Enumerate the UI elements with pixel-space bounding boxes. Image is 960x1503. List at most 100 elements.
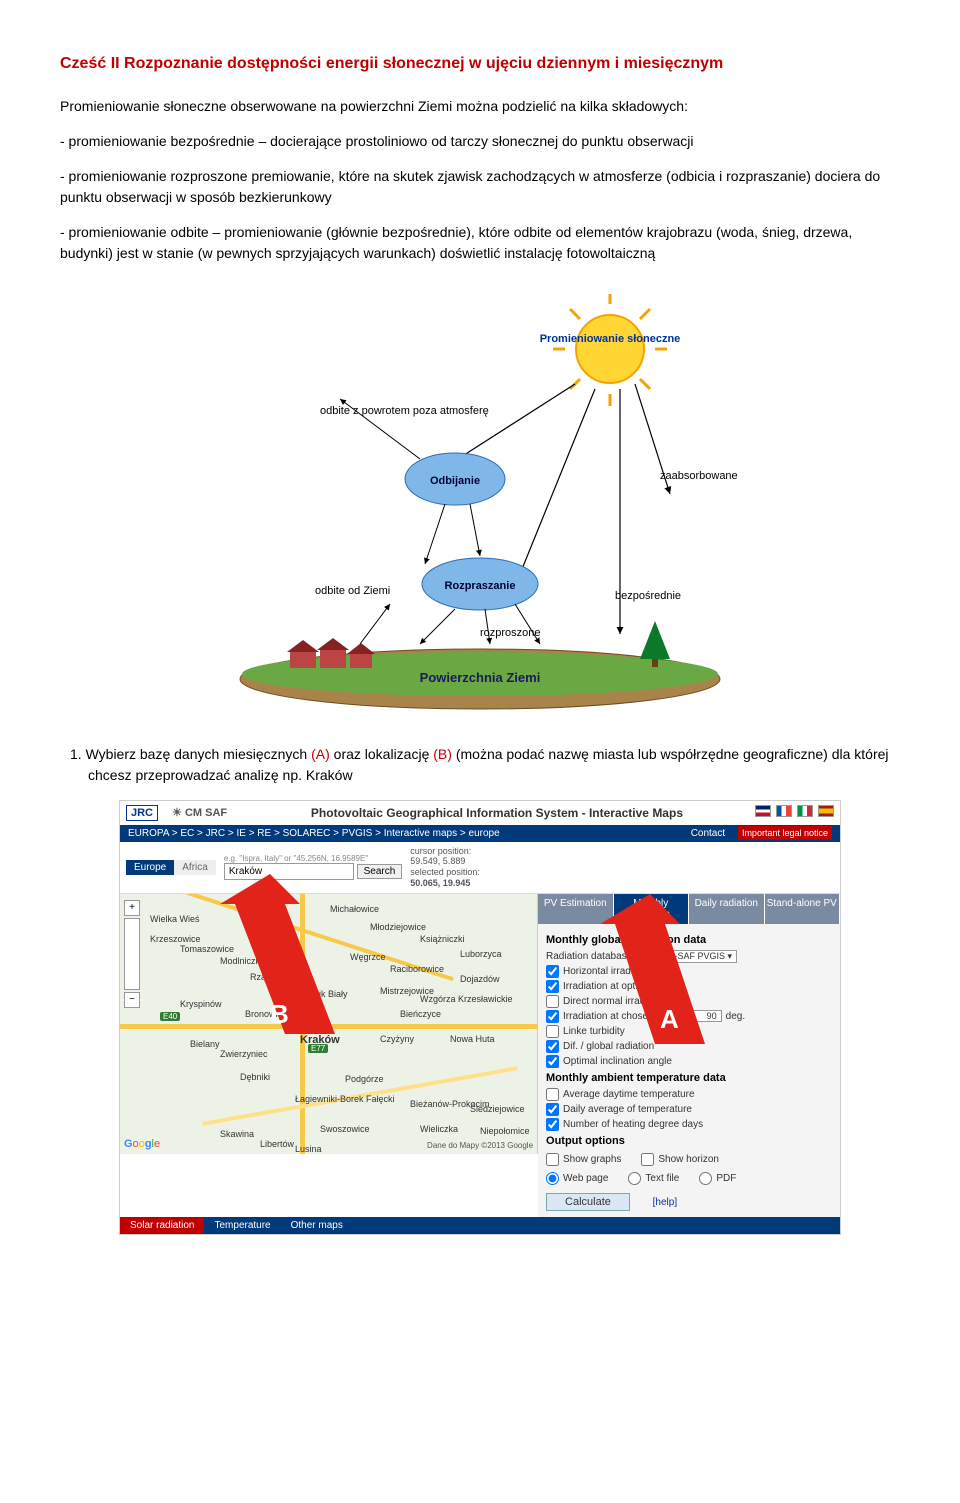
map-town: Luborzyca xyxy=(460,949,502,959)
radiation-db-label: Radiation database: xyxy=(546,951,635,962)
cloud-reflect: Odbijanie xyxy=(430,475,480,487)
section-title: Cześć II Rozpoznanie dostępności energii… xyxy=(60,53,900,75)
region-africa-tab[interactable]: Africa xyxy=(174,860,216,875)
map-town: Zwierzyniec xyxy=(220,1049,268,1059)
jrc-logo: JRC xyxy=(126,805,158,821)
map-town: Mistrzejowice xyxy=(380,986,434,996)
map-town: Zabierzów xyxy=(240,902,282,912)
arrow-a-label: A xyxy=(660,1004,679,1035)
ck-opt-angle[interactable] xyxy=(546,980,559,993)
angle-input[interactable]: 90 xyxy=(688,1010,722,1022)
step-1-text-pre: 1. Wybierz bazę danych miesięcznych xyxy=(70,746,311,762)
bullet-direct: - promieniowanie bezpośrednie – docieraj… xyxy=(60,131,900,152)
map-town: Modlniczka xyxy=(220,956,265,966)
region-europe-tab[interactable]: Europe xyxy=(126,860,174,875)
search-input[interactable]: Kraków xyxy=(224,863,354,880)
map-town: Libertów xyxy=(260,1139,294,1149)
step-1-B: (B) xyxy=(433,746,452,762)
foot-other-maps[interactable]: Other maps xyxy=(281,1217,353,1234)
map-town: Kryspinów xyxy=(180,999,222,1009)
solar-diagram: Promieniowanie słoneczne odbite z powrot… xyxy=(220,294,740,714)
selected-position-value: 50.065, 19.945 xyxy=(410,878,470,888)
ck-daily-avg[interactable] xyxy=(546,1103,559,1116)
diagram-ground-reflect: odbite od Ziemi xyxy=(315,585,390,597)
tab-monthly-radiation[interactable]: Monthly radiation xyxy=(614,894,690,924)
calculate-button[interactable]: Calculate xyxy=(546,1193,630,1211)
step-1-text-mid: oraz lokalizację xyxy=(330,746,434,762)
zoom-control[interactable]: +− xyxy=(124,900,138,1010)
diagram-scattered-label: rozproszone xyxy=(480,627,541,639)
cmsaf-logo: ☀ CM SAF xyxy=(172,806,227,819)
app-title: Photovoltaic Geographical Information Sy… xyxy=(241,806,753,820)
cloud-scatter: Rozpraszanie xyxy=(445,580,516,592)
r-web[interactable] xyxy=(546,1172,559,1185)
map-town: Tomaszowice xyxy=(180,944,234,954)
control-panel: PV Estimation Monthly radiation Daily ra… xyxy=(538,894,840,1217)
tab-standalone-pv[interactable]: Stand-alone PV xyxy=(765,894,841,924)
map-marker xyxy=(314,1016,328,1030)
panel-heading-temperature: Monthly ambient temperature data xyxy=(546,1072,832,1084)
map-town: Podgórze xyxy=(345,1074,384,1084)
map-town: Bielany xyxy=(190,1039,220,1049)
r-text[interactable] xyxy=(628,1172,641,1185)
tab-pv-estimation[interactable]: PV Estimation xyxy=(538,894,614,924)
map-town: Raciborowice xyxy=(390,964,444,974)
map-town: Bieńczyce xyxy=(400,1009,441,1019)
search-example: e.g. "Ispra, Italy" or "45.256N, 16.9589… xyxy=(224,854,402,863)
map-town: Czyżyny xyxy=(380,1034,414,1044)
map-town: Książniczki xyxy=(420,934,465,944)
map-attribution: Dane do Mapy ©2013 Google xyxy=(427,1141,533,1150)
ck-dni[interactable] xyxy=(546,995,559,1008)
ck-show-horizon[interactable] xyxy=(641,1153,654,1166)
breadcrumb[interactable]: EUROPA > EC > JRC > IE > RE > SOLAREC > … xyxy=(128,828,500,839)
help-link[interactable]: [help] xyxy=(653,1197,677,1208)
map-town: Prądnik Biały xyxy=(295,989,348,999)
map-town: Łagiewniki-Borek Fałęcki xyxy=(295,1094,395,1104)
bullet-scattered: - promieniowanie rozproszone premiowanie… xyxy=(60,166,900,208)
map-pane[interactable]: +− E40 E77 Wielka Wieś Zabierzów Michało… xyxy=(120,894,538,1154)
sun-label-1: Promieniowanie słoneczne xyxy=(540,333,681,345)
ck-show-graphs[interactable] xyxy=(546,1153,559,1166)
contact-link[interactable]: Contact xyxy=(691,828,725,839)
ck-horizontal[interactable] xyxy=(546,965,559,978)
panel-heading-irradiation: Monthly global irradiation data xyxy=(546,934,832,946)
ck-avg-daytime[interactable] xyxy=(546,1088,559,1101)
step-1: 1. Wybierz bazę danych miesięcznych (A) … xyxy=(60,744,900,786)
diagram-direct: bezpośrednie xyxy=(615,590,681,602)
tab-daily-radiation[interactable]: Daily radiation xyxy=(689,894,765,924)
map-town: Nowa Huta xyxy=(450,1034,495,1044)
selected-position-label: selected position: xyxy=(410,867,480,877)
map-town: Wielka Wieś xyxy=(150,914,200,924)
map-town: Krzeszowice xyxy=(150,934,201,944)
map-town: Lusina xyxy=(295,1144,322,1154)
ck-hdd[interactable] xyxy=(546,1118,559,1131)
cursor-position-value: 59.549, 5.889 xyxy=(410,856,465,866)
ck-opt-inclination[interactable] xyxy=(546,1055,559,1068)
r-pdf[interactable] xyxy=(699,1172,712,1185)
map-town: Skawina xyxy=(220,1129,254,1139)
pvgis-screenshot: JRC ☀ CM SAF Photovoltaic Geographical I… xyxy=(119,800,841,1235)
ck-dif-global[interactable] xyxy=(546,1040,559,1053)
radiation-db-select[interactable]: Climate-SAF PVGIS ▾ xyxy=(639,950,737,963)
bullet-reflected: - promieniowanie odbite – promieniowanie… xyxy=(60,222,900,264)
language-flags[interactable] xyxy=(753,805,834,820)
diagram-surface: Powierzchnia Ziemi xyxy=(420,670,541,685)
panel-heading-output: Output options xyxy=(546,1135,832,1147)
map-town: Michałowice xyxy=(330,904,379,914)
foot-solar-radiation[interactable]: Solar radiation xyxy=(120,1217,204,1234)
legal-notice[interactable]: Important legal notice xyxy=(738,826,832,840)
intro-paragraph: Promieniowanie słoneczne obserwowane na … xyxy=(60,96,900,117)
search-button[interactable]: Search xyxy=(357,864,403,879)
diagram-reflected-out: odbite z powrotem poza atmosferę xyxy=(320,405,489,417)
cursor-position-label: cursor position: xyxy=(410,846,471,856)
map-town: Niepołomice xyxy=(480,1126,530,1136)
map-town: Swoszowice xyxy=(320,1124,370,1134)
ck-chosen-angle[interactable] xyxy=(546,1010,559,1023)
map-town: Rząska xyxy=(250,972,280,982)
map-town: Dojazdów xyxy=(460,974,500,984)
map-town: Dębniki xyxy=(240,1072,270,1082)
diagram-absorbed: zaabsorbowane xyxy=(660,470,738,482)
google-logo: Google xyxy=(124,1138,160,1150)
foot-temperature[interactable]: Temperature xyxy=(204,1217,280,1234)
ck-linke[interactable] xyxy=(546,1025,559,1038)
